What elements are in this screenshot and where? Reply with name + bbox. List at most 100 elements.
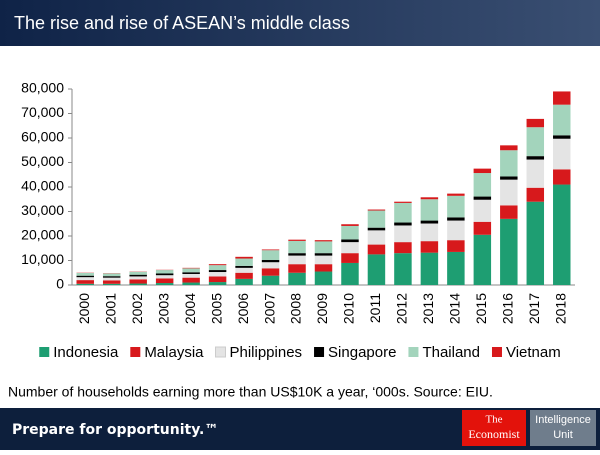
bar-segment [341, 242, 358, 253]
bar-segment [394, 202, 411, 203]
bar-segment [447, 217, 464, 220]
bar-segment [288, 273, 305, 285]
legend-swatch [39, 347, 49, 357]
x-tick-label: 2004 [182, 293, 198, 324]
source-note: Number of households earning more than U… [8, 384, 493, 400]
x-tick-label: 2016 [500, 293, 516, 324]
legend-label: Indonesia [53, 344, 119, 361]
x-tick-label: 2008 [288, 293, 304, 324]
bar-segment [156, 283, 173, 285]
bar-segment [103, 273, 120, 276]
bar-segment [553, 139, 570, 170]
y-tick-label: 80,000 [21, 80, 64, 96]
bar-segment [368, 228, 385, 231]
bar-segment [394, 203, 411, 223]
bar-segment [235, 273, 252, 279]
y-tick-label: 20,000 [21, 227, 64, 243]
bar-segment [553, 169, 570, 184]
bar-segment [103, 276, 120, 277]
bar-segment [447, 196, 464, 218]
bar-segment [262, 262, 279, 268]
bar-segment [500, 176, 517, 179]
x-tick-label: 2015 [473, 293, 489, 324]
bar-segment [527, 127, 544, 156]
bar-segment [421, 221, 438, 224]
bar-segment [235, 259, 252, 266]
bar-segment [288, 241, 305, 253]
x-tick-label: 2009 [314, 293, 330, 324]
bar-segment [394, 253, 411, 285]
bar-segment [421, 197, 438, 199]
legend-label: Malaysia [144, 344, 204, 361]
bar-segment [235, 257, 252, 259]
bar-segment [129, 284, 146, 285]
bar-segment [182, 278, 199, 283]
bar-segment [527, 119, 544, 127]
bar-segment [315, 240, 332, 241]
legend-label: Vietnam [506, 344, 561, 361]
bar-segment [474, 173, 491, 197]
bar-segment [209, 270, 226, 272]
bar-segment [474, 235, 491, 285]
x-tick-label: 2014 [447, 293, 463, 324]
bar-segment [368, 230, 385, 244]
chart-title: The rise and rise of ASEAN’s middle clas… [14, 13, 350, 33]
bar-segment [77, 273, 94, 276]
bar-segment [553, 135, 570, 138]
y-tick-label: 40,000 [21, 178, 64, 194]
legend-label: Thailand [422, 344, 480, 361]
bar-segment [288, 256, 305, 265]
logo-text: The [485, 414, 502, 426]
x-tick-label: 2003 [155, 293, 171, 324]
x-tick-label: 2001 [102, 293, 118, 324]
x-tick-label: 2005 [208, 293, 224, 324]
unit-text: Unit [553, 429, 573, 441]
y-tick-label: 0 [56, 276, 64, 292]
x-tick-label: 2017 [526, 293, 542, 324]
bar-segment [129, 276, 146, 279]
bar-segment [315, 256, 332, 265]
bar-segment [368, 254, 385, 285]
bar-segment [209, 272, 226, 276]
bar-segment [288, 253, 305, 255]
bar-segment [527, 156, 544, 159]
y-tick-label: 60,000 [21, 129, 64, 145]
bar-segment [129, 279, 146, 283]
bar-segment [156, 278, 173, 283]
legend-swatch [130, 347, 140, 357]
bar-segment [421, 199, 438, 220]
bar-segment [368, 210, 385, 211]
bar-segment [235, 279, 252, 285]
bar-segment [553, 185, 570, 285]
bar-segment [315, 253, 332, 255]
x-tick-label: 2018 [552, 293, 568, 324]
x-tick-label: 2007 [261, 293, 277, 324]
bar-segment [421, 241, 438, 253]
x-tick-label: 2013 [420, 293, 436, 324]
bar-segment [315, 241, 332, 253]
bar-segment [129, 275, 146, 277]
y-tick-label: 10,000 [21, 251, 64, 267]
y-tick-label: 70,000 [21, 104, 64, 120]
legend-swatch [408, 347, 418, 357]
bar-segment [77, 276, 94, 277]
unit-text: Intelligence [535, 414, 591, 426]
bar-segment [394, 242, 411, 253]
bar-segment [262, 249, 279, 250]
bar-segment [394, 225, 411, 242]
bar-segment [262, 250, 279, 260]
bar-segment [182, 268, 199, 272]
bar-segment [103, 280, 120, 283]
bar-segment [527, 188, 544, 202]
logo-text: Economist [468, 427, 520, 441]
bar-segment [315, 272, 332, 285]
x-tick-label: 2011 [367, 293, 383, 323]
bar-segment [341, 263, 358, 285]
bar-segment [209, 265, 226, 270]
tagline: Prepare for opportunity.™ [12, 422, 218, 438]
bar-segment [182, 272, 199, 274]
bar-segment [235, 268, 252, 273]
bar-segment [341, 239, 358, 242]
bar-segment [447, 221, 464, 241]
